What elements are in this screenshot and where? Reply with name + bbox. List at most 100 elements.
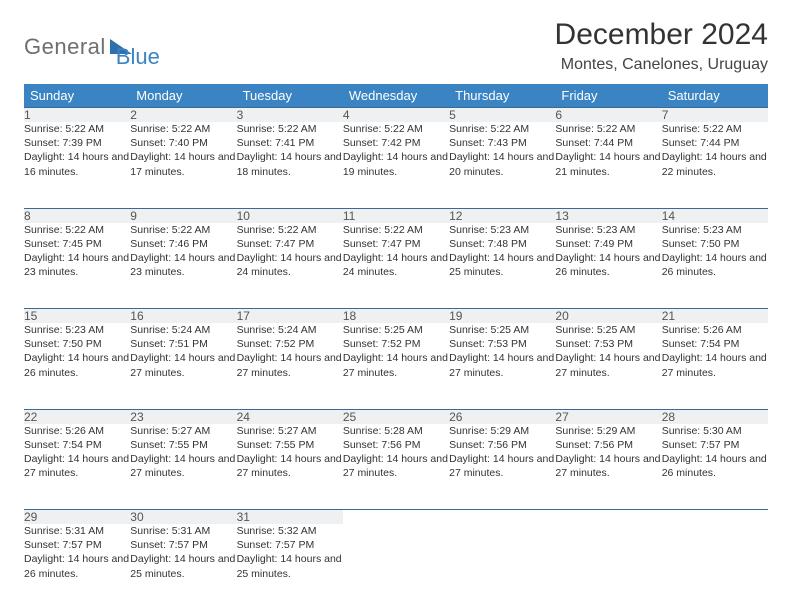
sunrise-line: Sunrise: 5:26 AM	[24, 424, 130, 438]
day-number: 13	[555, 208, 661, 223]
sunrise-line: Sunrise: 5:23 AM	[24, 323, 130, 337]
day-cell: Sunrise: 5:22 AMSunset: 7:40 PMDaylight:…	[130, 122, 236, 208]
sunset-line: Sunset: 7:46 PM	[130, 237, 236, 251]
day-number: 14	[662, 208, 768, 223]
sunrise-line: Sunrise: 5:27 AM	[130, 424, 236, 438]
sunset-line: Sunset: 7:56 PM	[555, 438, 661, 452]
sunset-line: Sunset: 7:45 PM	[24, 237, 130, 251]
calendar-table: Sunday Monday Tuesday Wednesday Thursday…	[24, 84, 768, 610]
week-daynum-row: 293031	[24, 510, 768, 525]
day-number: 19	[449, 309, 555, 324]
day-cell: Sunrise: 5:22 AMSunset: 7:42 PMDaylight:…	[343, 122, 449, 208]
empty-cell	[343, 510, 449, 525]
sunrise-line: Sunrise: 5:23 AM	[555, 223, 661, 237]
day-number: 25	[343, 409, 449, 424]
day-number: 22	[24, 409, 130, 424]
day-cell: Sunrise: 5:29 AMSunset: 7:56 PMDaylight:…	[555, 424, 661, 510]
sunrise-line: Sunrise: 5:31 AM	[24, 524, 130, 538]
daylight-line: Daylight: 14 hours and 25 minutes.	[237, 552, 343, 580]
day-header: Saturday	[662, 84, 768, 108]
sunrise-line: Sunrise: 5:29 AM	[449, 424, 555, 438]
day-cell: Sunrise: 5:22 AMSunset: 7:39 PMDaylight:…	[24, 122, 130, 208]
daylight-line: Daylight: 14 hours and 23 minutes.	[24, 251, 130, 279]
empty-cell	[555, 524, 661, 610]
daylight-line: Daylight: 14 hours and 27 minutes.	[662, 351, 768, 379]
week-content-row: Sunrise: 5:22 AMSunset: 7:45 PMDaylight:…	[24, 223, 768, 309]
sunset-line: Sunset: 7:44 PM	[555, 136, 661, 150]
sunrise-line: Sunrise: 5:26 AM	[662, 323, 768, 337]
day-cell: Sunrise: 5:25 AMSunset: 7:53 PMDaylight:…	[555, 323, 661, 409]
week-daynum-row: 15161718192021	[24, 309, 768, 324]
day-cell: Sunrise: 5:30 AMSunset: 7:57 PMDaylight:…	[662, 424, 768, 510]
sunset-line: Sunset: 7:56 PM	[449, 438, 555, 452]
brand-logo: General Blue	[24, 18, 160, 70]
day-header: Tuesday	[237, 84, 343, 108]
daylight-line: Daylight: 14 hours and 26 minutes.	[24, 552, 130, 580]
day-number: 21	[662, 309, 768, 324]
sunrise-line: Sunrise: 5:22 AM	[343, 122, 449, 136]
sunset-line: Sunset: 7:54 PM	[24, 438, 130, 452]
sunset-line: Sunset: 7:55 PM	[237, 438, 343, 452]
week-content-row: Sunrise: 5:31 AMSunset: 7:57 PMDaylight:…	[24, 524, 768, 610]
daylight-line: Daylight: 14 hours and 26 minutes.	[24, 351, 130, 379]
day-number: 17	[237, 309, 343, 324]
month-title: December 2024	[555, 18, 768, 52]
sunset-line: Sunset: 7:39 PM	[24, 136, 130, 150]
daylight-line: Daylight: 14 hours and 24 minutes.	[343, 251, 449, 279]
day-cell: Sunrise: 5:24 AMSunset: 7:52 PMDaylight:…	[237, 323, 343, 409]
daylight-line: Daylight: 14 hours and 27 minutes.	[555, 351, 661, 379]
sunset-line: Sunset: 7:47 PM	[237, 237, 343, 251]
daylight-line: Daylight: 14 hours and 26 minutes.	[662, 452, 768, 480]
daylight-line: Daylight: 14 hours and 17 minutes.	[130, 150, 236, 178]
sunset-line: Sunset: 7:40 PM	[130, 136, 236, 150]
day-number: 12	[449, 208, 555, 223]
day-cell: Sunrise: 5:23 AMSunset: 7:49 PMDaylight:…	[555, 223, 661, 309]
week-content-row: Sunrise: 5:26 AMSunset: 7:54 PM Daylight:…	[24, 424, 768, 510]
day-header: Sunday	[24, 84, 130, 108]
calendar-body: 1234567Sunrise: 5:22 AMSunset: 7:39 PMDa…	[24, 108, 768, 611]
day-number: 30	[130, 510, 236, 525]
sunset-line: Sunset: 7:50 PM	[662, 237, 768, 251]
sunset-line: Sunset: 7:51 PM	[130, 337, 236, 351]
sunrise-line: Sunrise: 5:28 AM	[343, 424, 449, 438]
daylight-line: Daylight: 14 hours and 27 minutes.	[237, 452, 343, 480]
daylight-line: Daylight: 14 hours and 23 minutes.	[130, 251, 236, 279]
day-cell: Sunrise: 5:23 AMSunset: 7:50 PMDaylight:…	[24, 323, 130, 409]
day-number: 5	[449, 108, 555, 123]
day-number: 27	[555, 409, 661, 424]
sunrise-line: Sunrise: 5:22 AM	[449, 122, 555, 136]
sunrise-line: Sunrise: 5:27 AM	[237, 424, 343, 438]
empty-cell	[449, 510, 555, 525]
sunset-line: Sunset: 7:57 PM	[130, 538, 236, 552]
daylight-line: Daylight: 14 hours and 20 minutes.	[449, 150, 555, 178]
location-subtitle: Montes, Canelones, Uruguay	[555, 56, 768, 74]
daylight-line: Daylight: 14 hours and 27 minutes.	[555, 452, 661, 480]
day-cell: Sunrise: 5:22 AMSunset: 7:44 PMDaylight:…	[555, 122, 661, 208]
day-number: 6	[555, 108, 661, 123]
daylight-line: Daylight: 14 hours and 18 minutes.	[237, 150, 343, 178]
day-cell: Sunrise: 5:22 AMSunset: 7:46 PMDaylight:…	[130, 223, 236, 309]
day-cell: Sunrise: 5:24 AMSunset: 7:51 PMDaylight:…	[130, 323, 236, 409]
sunset-line: Sunset: 7:55 PM	[130, 438, 236, 452]
sunrise-line: Sunrise: 5:22 AM	[24, 122, 130, 136]
page-header: General Blue December 2024 Montes, Canel…	[24, 18, 768, 74]
day-header: Wednesday	[343, 84, 449, 108]
sunrise-line: Sunrise: 5:22 AM	[343, 223, 449, 237]
empty-cell	[662, 524, 768, 610]
daylight-line: Daylight: 14 hours and 26 minutes.	[662, 251, 768, 279]
day-cell: Sunrise: 5:22 AMSunset: 7:47 PMDaylight:…	[237, 223, 343, 309]
sunrise-line: Sunrise: 5:22 AM	[555, 122, 661, 136]
daylight-line: Daylight: 14 hours and 22 minutes.	[662, 150, 768, 178]
day-header: Thursday	[449, 84, 555, 108]
day-number: 16	[130, 309, 236, 324]
day-cell: Sunrise: 5:29 AMSunset: 7:56 PMDaylight:…	[449, 424, 555, 510]
day-number: 23	[130, 409, 236, 424]
empty-cell	[555, 510, 661, 525]
day-number: 29	[24, 510, 130, 525]
empty-cell	[662, 510, 768, 525]
sunset-line: Sunset: 7:42 PM	[343, 136, 449, 150]
day-number: 10	[237, 208, 343, 223]
day-number: 18	[343, 309, 449, 324]
day-cell: Sunrise: 5:26 AMSunset: 7:54 PMDaylight:…	[662, 323, 768, 409]
sunset-line: Sunset: 7:52 PM	[343, 337, 449, 351]
